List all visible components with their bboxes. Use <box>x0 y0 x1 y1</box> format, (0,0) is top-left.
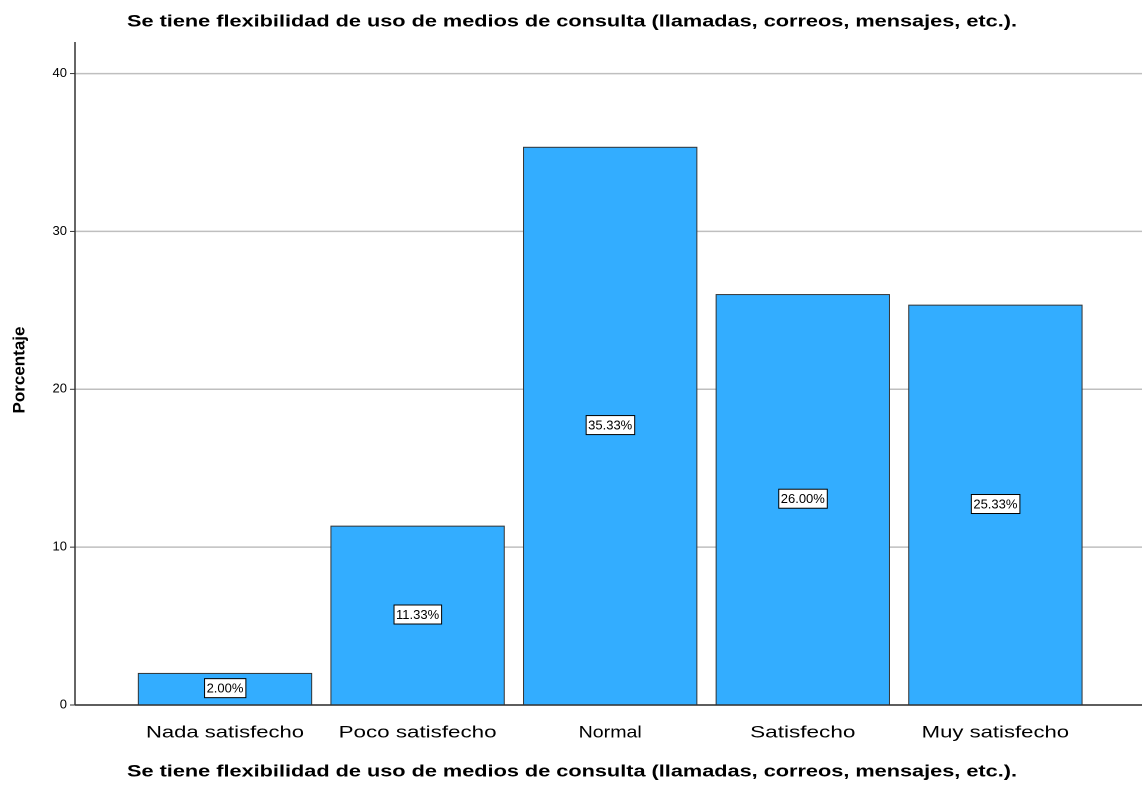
x-tick-label: Satisfecho <box>750 722 855 741</box>
y-tick-label: 10 <box>53 539 67 554</box>
y-tick-label: 30 <box>53 223 67 238</box>
value-label: 2.00% <box>207 681 244 696</box>
value-label: 35.33% <box>588 418 633 433</box>
value-label-box <box>585 415 636 436</box>
value-label: 25.33% <box>973 497 1018 512</box>
y-tick-label: 40 <box>53 65 67 80</box>
y-tick-label: 20 <box>53 381 67 396</box>
x-tick-label: Normal <box>579 722 642 741</box>
value-label-box <box>970 494 1021 515</box>
value-label-box <box>778 488 828 509</box>
x-tick-label: Poco satisfecho <box>339 722 497 741</box>
value-label-box <box>204 678 247 699</box>
value-label: 26.00% <box>781 491 826 506</box>
chart-title: Se tiene flexibilidad de uso de medios d… <box>127 11 1017 30</box>
x-axis-label: Se tiene flexibilidad de uso de medios d… <box>127 761 1017 780</box>
value-label: 11.33% <box>396 607 440 622</box>
y-tick-label: 0 <box>60 696 67 711</box>
x-tick-label: Nada satisfecho <box>146 722 304 741</box>
x-tick-label: Muy satisfecho <box>922 722 1069 741</box>
y-axis-label: Porcentaje <box>9 327 28 414</box>
value-label-box <box>393 604 443 625</box>
